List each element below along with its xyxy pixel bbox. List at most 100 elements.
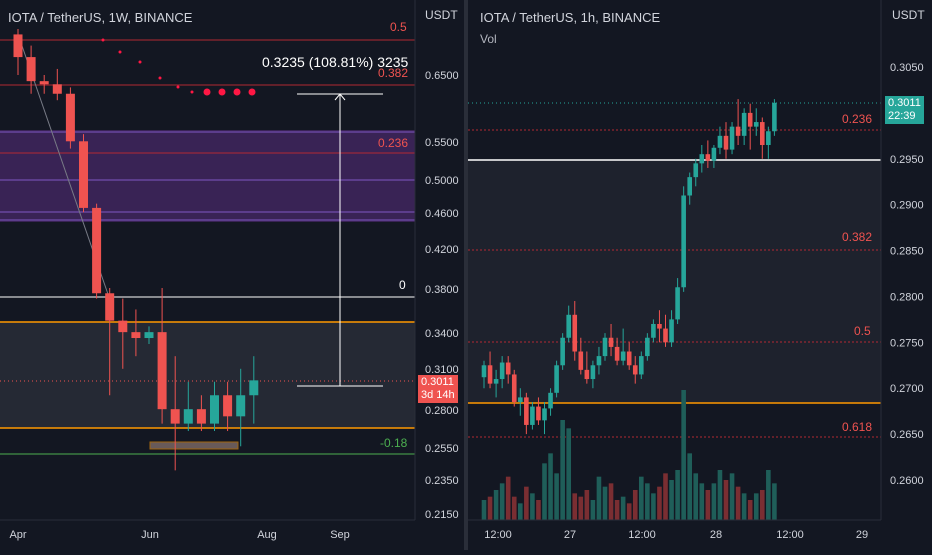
currency-label: USDT — [892, 8, 925, 22]
psar-dot — [158, 76, 162, 80]
candle-body — [518, 397, 523, 402]
fib-label-0.382: 0.382 — [378, 66, 409, 80]
price-axis[interactable] — [881, 0, 932, 550]
price-tick-label: 0.4600 — [425, 208, 459, 220]
plot-background — [0, 0, 415, 520]
psar-dot — [118, 50, 122, 54]
fib-label-neg0.18: -0.18 — [380, 436, 408, 450]
volume-bar — [711, 483, 717, 520]
volume-bar — [481, 500, 487, 520]
candle-body — [626, 351, 632, 366]
candle-body — [572, 314, 578, 352]
volume-label: Vol — [480, 32, 497, 46]
candle-body — [669, 319, 674, 343]
volume-bar — [657, 486, 662, 520]
weekly-chart-svg[interactable]: 0.6500 0.5500 0.5000 0.4600 0.4200 0.3800 0.34… — [0, 0, 464, 550]
price-tick-label: 0.5500 — [425, 137, 459, 149]
candle-body — [13, 34, 23, 58]
candle-body — [747, 112, 753, 127]
volume-bar — [493, 490, 499, 520]
candle-body — [542, 408, 547, 421]
price-tick-label: 0.3050 — [890, 62, 924, 74]
candle-body — [499, 362, 505, 380]
price-tick-label: 0.2700 — [890, 383, 924, 395]
price-tick-label: 0.2800 — [890, 291, 924, 303]
candle-body — [79, 141, 88, 208]
price-tick-label: 0.6500 — [425, 70, 459, 82]
weekly-candles — [13, 28, 259, 471]
candle-body — [657, 323, 662, 329]
candle-body — [536, 406, 541, 421]
price-tick-label: 0.2650 — [890, 429, 924, 441]
time-axis-ticks: Apr Jun Aug Sep — [9, 529, 349, 541]
psar-dot — [248, 88, 256, 96]
volume-bar — [675, 470, 680, 520]
price-tick-label: 0.3800 — [425, 284, 459, 296]
volume-bar — [487, 496, 493, 520]
volume-bar — [505, 476, 511, 520]
volume-bar — [530, 493, 535, 520]
candle-body — [602, 337, 608, 357]
candle-body — [699, 154, 705, 164]
psar-dot — [138, 60, 142, 64]
volume-bar — [687, 453, 692, 520]
time-tick-label: 12:00 — [484, 529, 512, 541]
time-tick-label: 28 — [710, 529, 722, 541]
candle-body — [717, 135, 723, 148]
volume-bar — [499, 483, 505, 520]
time-tick-label: Aug — [257, 529, 277, 541]
pane-divider[interactable] — [464, 0, 468, 550]
volume-bar — [747, 500, 753, 520]
candle-body — [249, 380, 259, 396]
volume-bar — [632, 490, 638, 520]
candle-body — [223, 395, 233, 417]
candle-body — [170, 409, 180, 424]
candle-body — [236, 395, 246, 417]
candle-body — [92, 207, 102, 294]
candle-body — [693, 163, 699, 178]
candle-body — [705, 154, 711, 161]
weekly-chart-pane[interactable]: 0.6500 0.5500 0.5000 0.4600 0.4200 0.3800 0.34… — [0, 0, 464, 550]
time-axis-ticks: 12:00 27 12:00 28 12:00 29 — [484, 529, 868, 541]
volume-bar — [699, 483, 705, 520]
price-tick-label: 0.2750 — [890, 337, 924, 349]
volume-bar — [542, 463, 547, 520]
measure-label: 0.3235 (108.81%) 3235 — [262, 54, 409, 70]
accumulation-box — [149, 441, 239, 450]
candle-body — [608, 337, 614, 347]
candle-body — [651, 323, 656, 338]
consolidation-zone — [0, 322, 415, 428]
volume-bar — [548, 453, 553, 520]
fib-label-0.382: 0.382 — [842, 230, 873, 244]
candle-body — [118, 320, 128, 333]
volume-bar — [729, 473, 735, 520]
fib-label-0: 0 — [399, 278, 406, 292]
weekly-chart-title: IOTA / TetherUS, 1W, BINANCE — [8, 10, 193, 25]
volume-bar — [760, 490, 765, 520]
volume-bar — [669, 480, 674, 520]
currency-label: USDT — [425, 8, 458, 22]
last-price-value: 0.3011 — [888, 97, 921, 109]
price-axis-ticks: 0.6500 0.5500 0.5000 0.4600 0.4200 0.3800 0.34… — [425, 70, 459, 521]
time-tick-label: 12:00 — [628, 529, 656, 541]
candle-body — [39, 81, 49, 85]
price-tick-label: 0.2600 — [890, 475, 924, 487]
candle-body — [681, 195, 686, 288]
hourly-chart-svg[interactable]: 0.30500.30000.29500.29000.28500.28000.27… — [468, 0, 932, 550]
hourly-chart-pane[interactable]: 0.30500.30000.29500.29000.28500.28000.27… — [468, 0, 932, 550]
volume-bar — [584, 490, 590, 520]
price-axis[interactable] — [415, 0, 464, 550]
candle-body — [52, 84, 62, 94]
fib-zone-purple — [0, 130, 415, 222]
volume-bar — [578, 496, 584, 520]
volume-bar — [723, 480, 729, 520]
volume-bar — [645, 483, 650, 520]
time-tick-label: Apr — [9, 529, 26, 541]
volume-bar — [620, 496, 626, 520]
candle-body — [511, 374, 517, 402]
candle-body — [663, 328, 668, 343]
price-tick-label: 0.5000 — [425, 175, 459, 187]
volume-bar — [772, 483, 777, 520]
volume-bar — [554, 473, 559, 520]
last-price-tag: 0.3011 3d 14h — [418, 375, 458, 403]
